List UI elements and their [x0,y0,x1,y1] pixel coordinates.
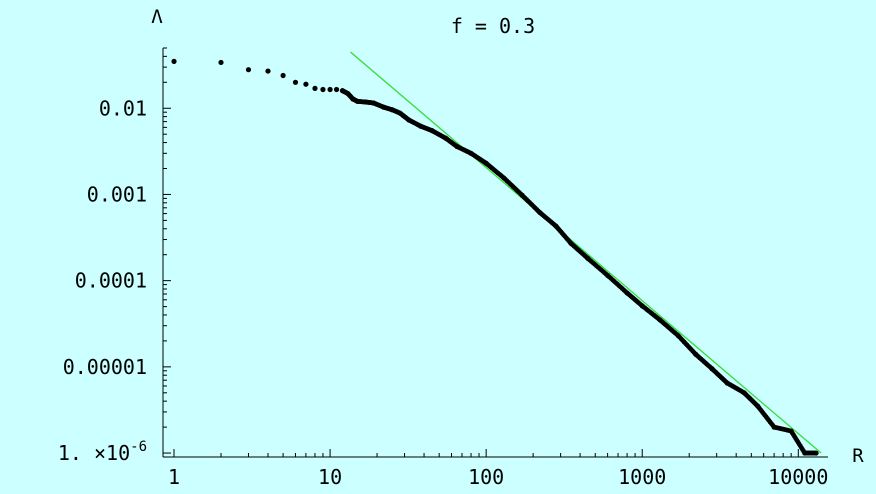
y-tick-label: 0.0001 [75,269,147,293]
x-tick-label: 10 [318,465,342,489]
data-point [292,79,299,85]
x-tick-label: 1 [168,465,180,489]
data-point [320,86,326,93]
axes: 1 10 100 1000 10000 0.01 0.001 0.0001 0.00001 1. … [58,47,828,489]
y-tick-label: 1. ×10-6 [58,439,147,465]
data-point [674,331,680,337]
fit-line-layer [350,51,822,454]
chart-title: f = 0.3 [451,14,535,38]
data-point [280,72,286,79]
data-point [171,58,177,64]
x-tick-label: 1000 [618,465,666,489]
power-law-fit-line [350,51,822,454]
x-tick-label: 10000 [768,465,828,489]
y-tick-label: 0.01 [99,96,147,120]
data-point [312,85,318,91]
y-axis-title: Λ [151,6,163,28]
data-point [218,59,224,66]
data-point [603,271,609,277]
x-axis-title: R [852,445,864,467]
data-point [245,67,252,73]
y-tick-label: 0.001 [87,182,147,206]
y-tick-label: 0.00001 [63,355,147,379]
data-point [812,450,818,456]
data-point [518,191,524,197]
data-point [303,81,309,87]
x-tick-label: 100 [468,465,504,489]
data-points-layer [171,58,819,456]
data-point [333,86,340,93]
data-point [265,68,271,74]
data-point [327,86,333,93]
